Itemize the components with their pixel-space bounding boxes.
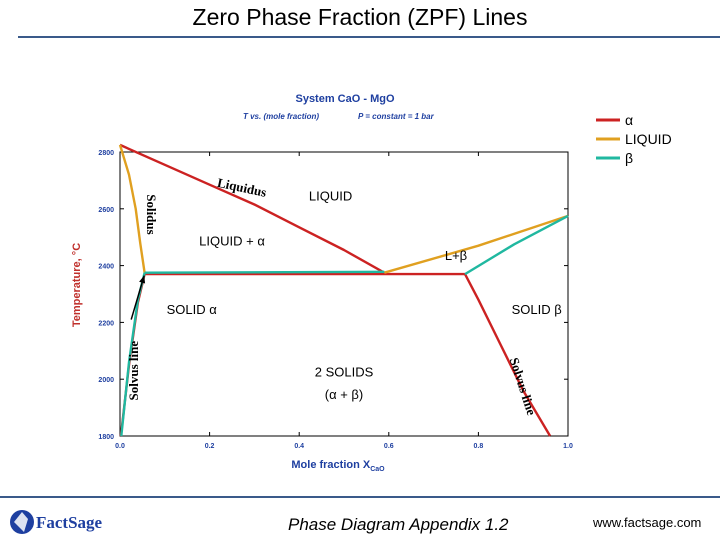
region-label-9: Solvus line — [126, 341, 141, 401]
region-label-8: (α + β) — [325, 387, 363, 402]
x-tick-label: 0.8 — [474, 443, 484, 450]
y-tick-label: 2800 — [98, 150, 114, 157]
series-line-alpha-liquidus — [119, 143, 385, 274]
series-line-beta-eutectic — [144, 270, 385, 274]
region-label-3: LIQUID + α — [199, 234, 265, 249]
factsage-logo: FactSage — [6, 505, 116, 539]
y-tick-label: 2200 — [98, 320, 114, 327]
y-tick-label: 1800 — [98, 434, 114, 441]
series-line-beta-solvus — [463, 273, 552, 437]
logo-text: FactSage — [36, 513, 103, 532]
legend-label-1: LIQUID — [625, 131, 672, 147]
footer-url: www.factsage.com — [593, 515, 702, 530]
solvus-arrow-head-icon — [139, 275, 146, 284]
x-axis-label-subscript: CaO — [370, 466, 385, 473]
x-tick-label: 0.4 — [294, 443, 304, 450]
chart-title: System CaO - MgO — [295, 93, 394, 105]
legend-label-2: β — [625, 150, 633, 166]
region-label-5: SOLID α — [167, 302, 218, 317]
region-label-1: LIQUID — [309, 188, 352, 203]
legend-label-0: α — [625, 112, 633, 128]
y-tick-label: 2000 — [98, 377, 114, 384]
chart-subtitle-left: T vs. (mole fraction) — [243, 112, 319, 121]
footer-title: Phase Diagram Appendix 1.2 — [288, 515, 509, 534]
title-divider — [18, 36, 720, 38]
logo-mark-icon — [14, 512, 28, 532]
y-tick-label: 2600 — [98, 207, 114, 214]
x-tick-label: 0.0 — [115, 443, 125, 450]
region-label-6: SOLID β — [512, 302, 562, 317]
y-tick-label: 2400 — [98, 264, 114, 271]
series-line-liquid-alpha-solidus — [118, 144, 146, 273]
footer-divider — [0, 496, 720, 498]
x-tick-label: 0.6 — [384, 443, 394, 450]
chart-subtitle-right: P = constant = 1 bar — [358, 112, 435, 121]
region-label-7: 2 SOLIDS — [315, 364, 374, 379]
series-line-liquid-beta-liquidus — [383, 214, 569, 274]
region-label-2: Solidus — [144, 194, 159, 234]
plot-frame — [119, 151, 569, 437]
region-label-0: Liquidus — [216, 175, 268, 200]
solvus-arrow-line — [130, 275, 145, 320]
slide-title: Zero Phase Fraction (ZPF) Lines — [192, 4, 528, 30]
region-label-10: Solvus line — [507, 356, 540, 418]
y-axis-label: Temperature, °C — [71, 243, 83, 327]
region-label-4: L+β — [445, 248, 467, 263]
x-tick-label: 1.0 — [563, 443, 573, 450]
series-line-beta-solidus — [464, 214, 569, 276]
x-tick-label: 0.2 — [205, 443, 215, 450]
x-axis-label: Mole fraction XCaO — [291, 459, 385, 473]
